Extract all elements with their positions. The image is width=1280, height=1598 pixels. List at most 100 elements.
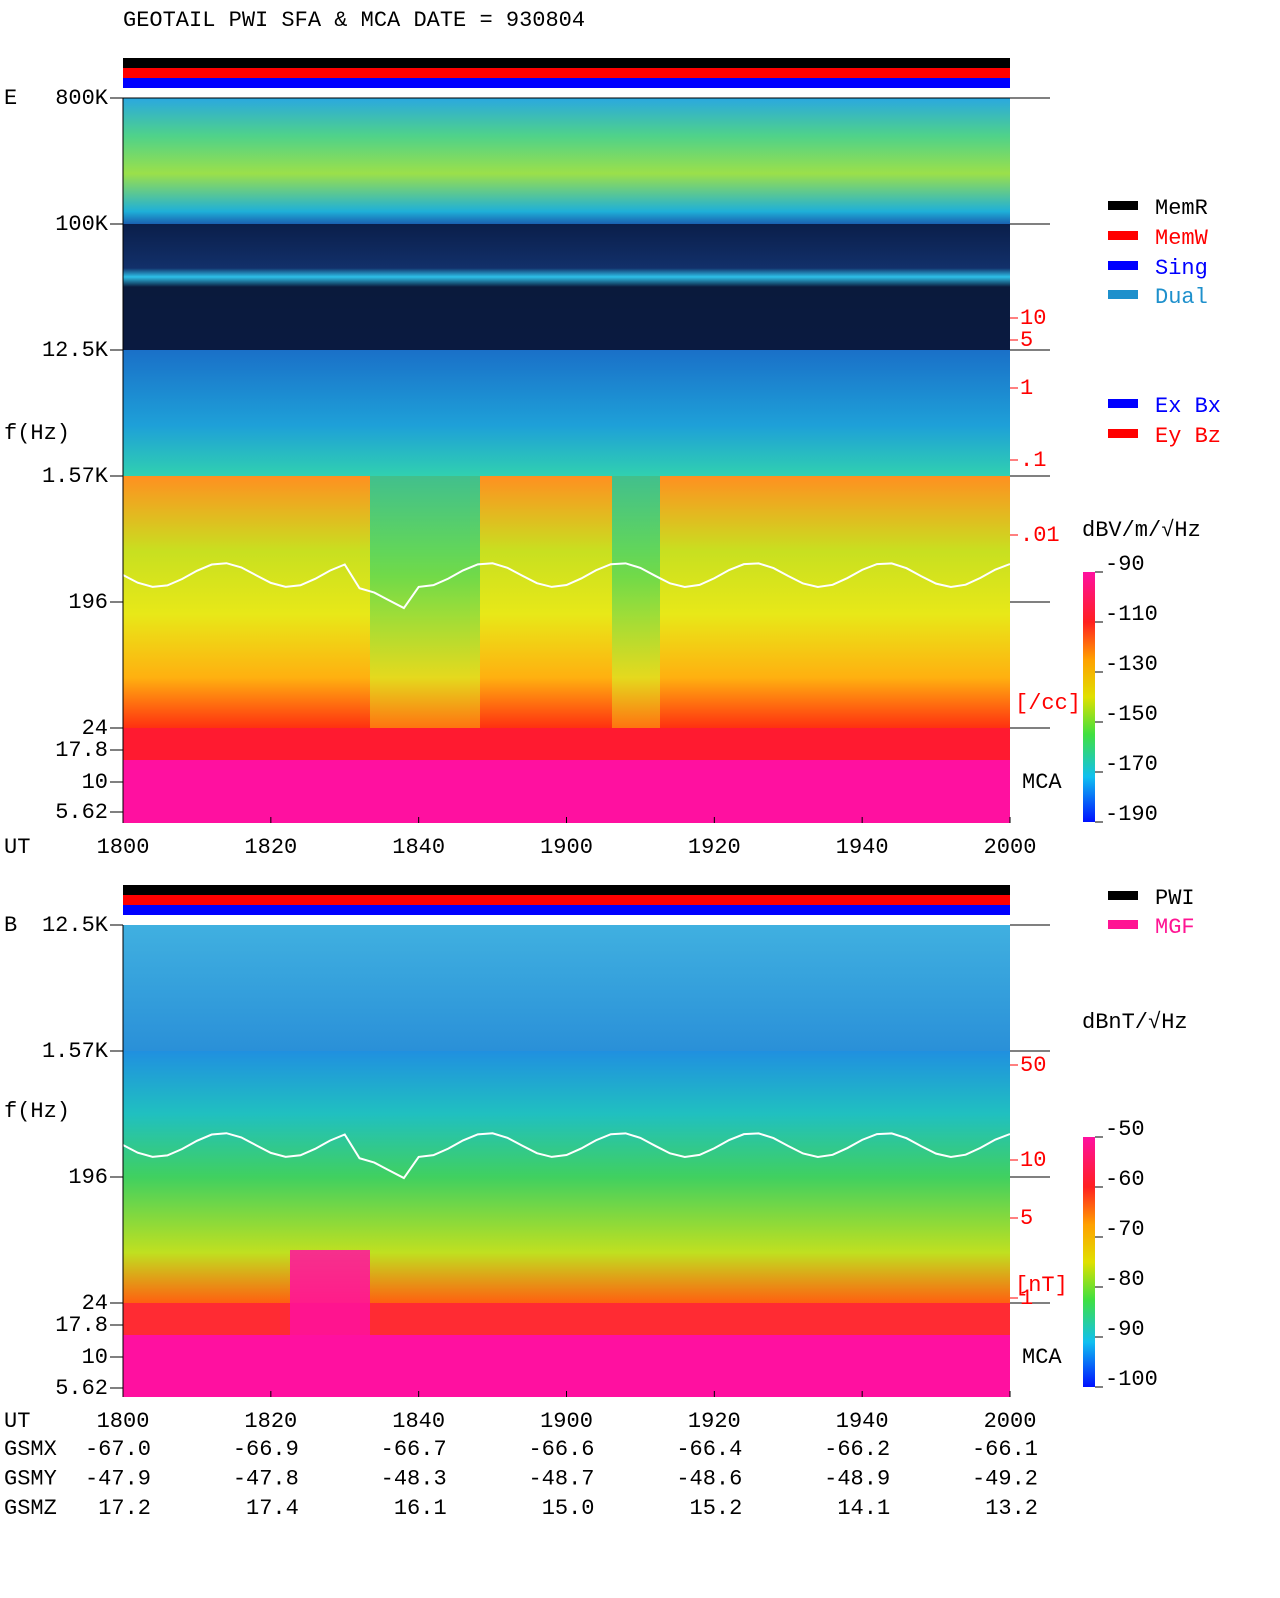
spectrogram-band <box>290 1250 370 1397</box>
time-tick-label: 1920 <box>688 1409 741 1434</box>
time-tick-label: 1820 <box>244 1409 297 1434</box>
colorbar-unit: dBV/m/√Hz <box>1082 518 1201 543</box>
time-tick-label: 1820 <box>244 835 297 860</box>
orbit-value: -48.3 <box>381 1466 447 1491</box>
spectrogram-band <box>123 350 1010 476</box>
status-bar <box>123 68 1010 78</box>
density-unit: [/cc] <box>1015 691 1081 716</box>
freq-tick-label: 10 <box>82 770 108 795</box>
density-tick-label: .01 <box>1020 523 1060 548</box>
time-tick-label: 1800 <box>97 1409 150 1434</box>
spectrogram-band <box>123 1051 1010 1177</box>
time-tick-label: 1920 <box>688 835 741 860</box>
orbit-value: -66.2 <box>824 1437 890 1462</box>
legend-label: Sing <box>1155 256 1208 281</box>
freq-tick-label: 17.8 <box>55 738 108 763</box>
orbit-value: -66.4 <box>676 1437 742 1462</box>
orbit-label: GSMX <box>4 1437 57 1462</box>
density-tick-label: 1 <box>1020 376 1033 401</box>
orbit-value: -48.7 <box>528 1466 594 1491</box>
colorbar-tick-label: -110 <box>1105 602 1158 627</box>
orbit-value: -47.8 <box>233 1466 299 1491</box>
legend-label: Ey Bz <box>1155 424 1221 449</box>
time-axis-label: UT <box>4 835 30 860</box>
orbit-value: 13.2 <box>985 1496 1038 1521</box>
density-tick-label: 5 <box>1020 328 1033 353</box>
density-tick-label: 10 <box>1020 1148 1046 1173</box>
legend-swatch <box>1108 201 1138 210</box>
colorbar-tick-label: -130 <box>1105 652 1158 677</box>
legend-label: MemW <box>1155 226 1209 251</box>
time-tick-label: 1940 <box>836 1409 889 1434</box>
time-tick-label: 1900 <box>540 1409 593 1434</box>
colorbar-tick-label: -90 <box>1105 552 1145 577</box>
colorbar-tick-label: -150 <box>1105 702 1158 727</box>
status-bar <box>123 885 1010 895</box>
time-tick-label: 2000 <box>984 1409 1037 1434</box>
time-tick-label: 1840 <box>392 835 445 860</box>
status-bar <box>123 78 1010 88</box>
spectrogram-band <box>123 1177 1010 1303</box>
freq-tick-label: 24 <box>82 1291 108 1316</box>
legend-label: Ex Bx <box>1155 394 1221 419</box>
colorbar-tick-label: -190 <box>1105 802 1158 827</box>
legend-swatch <box>1108 231 1138 240</box>
colorbar <box>1083 572 1095 822</box>
legend-swatch <box>1108 290 1138 299</box>
legend-swatch <box>1108 429 1138 438</box>
freq-tick-label: 196 <box>68 1165 108 1190</box>
legend-label: Dual <box>1155 285 1208 310</box>
freq-tick-label: 17.8 <box>55 1313 108 1338</box>
orbit-value: -47.9 <box>85 1466 151 1491</box>
title: GEOTAIL PWI SFA & MCA DATE = 930804 <box>123 8 585 33</box>
legend-label: MemR <box>1155 196 1208 221</box>
spectrogram-band <box>612 476 660 728</box>
spectrogram-band <box>123 925 1010 1051</box>
spectrogram-band <box>123 476 1010 728</box>
orbit-value: -66.6 <box>528 1437 594 1462</box>
freq-tick-label: 100K <box>55 212 109 237</box>
freq-tick-label: 800K <box>55 86 109 111</box>
density-unit: [nT] <box>1015 1273 1068 1298</box>
freq-tick-label: 1.57K <box>42 464 109 489</box>
freq-tick-label: 5.62 <box>55 800 108 825</box>
orbit-value: 15.0 <box>542 1496 595 1521</box>
orbit-value: 17.4 <box>246 1496 299 1521</box>
panel-label: B <box>4 913 17 938</box>
time-tick-label: 1800 <box>97 835 150 860</box>
plasma-line <box>122 1132 1011 1180</box>
freq-tick-label: 196 <box>68 590 108 615</box>
y-axis-label: f(Hz) <box>4 1099 70 1124</box>
legend-swatch <box>1108 261 1138 270</box>
orbit-value: -66.1 <box>972 1437 1038 1462</box>
mca-label: MCA <box>1022 1345 1062 1370</box>
colorbar-tick-label: -100 <box>1105 1367 1158 1392</box>
freq-tick-label: 12.5K <box>42 338 109 363</box>
density-tick-label: .1 <box>1020 448 1046 473</box>
orbit-value: -48.9 <box>824 1466 890 1491</box>
panel-label: E <box>4 86 17 111</box>
spectrogram-band <box>123 760 1010 823</box>
colorbar-tick-label: -80 <box>1105 1267 1145 1292</box>
density-tick-label: 50 <box>1020 1053 1046 1078</box>
time-tick-label: 1900 <box>540 835 593 860</box>
freq-tick-label: 1.57K <box>42 1039 109 1064</box>
colorbar-tick-label: -50 <box>1105 1117 1145 1142</box>
orbit-value: -48.6 <box>676 1466 742 1491</box>
orbit-value: -67.0 <box>85 1437 151 1462</box>
colorbar-tick-label: -70 <box>1105 1217 1145 1242</box>
time-tick-label: 1940 <box>836 835 889 860</box>
freq-tick-label: 12.5K <box>42 913 109 938</box>
mca-label: MCA <box>1022 770 1062 795</box>
orbit-label: GSMY <box>4 1466 57 1491</box>
colorbar-unit: dBnT/√Hz <box>1082 1010 1188 1035</box>
orbit-value: -66.7 <box>381 1437 447 1462</box>
orbit-value: 14.1 <box>837 1496 890 1521</box>
status-bar <box>123 895 1010 905</box>
legend-label: MGF <box>1155 915 1195 940</box>
legend-swatch <box>1108 920 1138 929</box>
orbit-label: GSMZ <box>4 1496 57 1521</box>
time-tick-label: 2000 <box>984 835 1037 860</box>
orbit-value: 16.1 <box>394 1496 447 1521</box>
